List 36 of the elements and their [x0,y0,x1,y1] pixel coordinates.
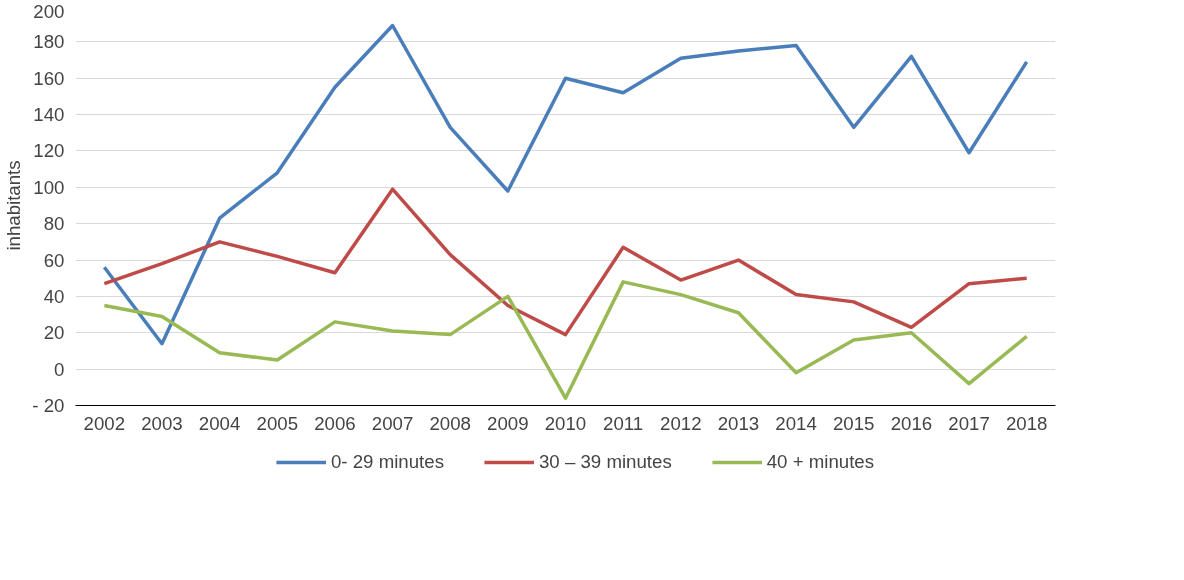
y-tick-label: 0 [54,358,65,380]
x-tick-label: 2002 [83,412,126,434]
x-tick-label: 2007 [371,412,414,434]
x-tick-label: 2013 [717,412,760,434]
line-series [102,280,1029,400]
x-tick-label: 2017 [948,412,990,434]
y-axis-title: inhabitants [3,160,25,251]
y-tick-label: 60 [43,249,65,271]
x-tick-label: 2009 [487,412,529,434]
x-tick-label: 2004 [198,412,241,434]
y-tick-label: 20 [43,322,65,344]
line-series [102,187,1029,337]
x-tick-label: 2015 [832,412,875,434]
x-tick-label: 2014 [775,412,817,434]
legend-label: 30 – 39 minutes [538,451,672,473]
x-tick-label: 2006 [314,412,356,434]
legend-label: 40 + minutes [766,451,875,473]
x-tick-label: 2012 [660,412,702,434]
x-tick-label: 2016 [890,412,933,434]
x-tick-label: 2008 [429,412,471,434]
y-tick-label: 200 [33,0,65,22]
y-tick-label: 40 [43,285,65,307]
line-series [102,23,1029,346]
x-tick-label: 2010 [544,412,587,434]
x-tick-label: 2003 [141,412,183,434]
legend-label: 0- 29 minutes [330,451,444,473]
y-tick-label: 180 [33,31,65,53]
x-tick-label: 2018 [1005,412,1048,434]
x-tick-label: 2011 [603,412,644,434]
y-tick-label: 120 [33,140,65,162]
y-tick-label: 160 [33,67,65,89]
x-tick-label: 2005 [256,412,299,434]
y-tick-label: 100 [33,176,65,198]
y-tick-label: - 20 [32,395,65,416]
y-tick-label: 80 [43,213,65,235]
y-tick-label: 140 [33,104,65,126]
